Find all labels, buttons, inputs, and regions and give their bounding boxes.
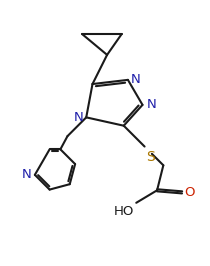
Text: N: N (146, 98, 156, 111)
Text: S: S (146, 150, 154, 164)
Text: O: O (185, 186, 195, 199)
Text: N: N (131, 73, 141, 86)
Text: N: N (21, 168, 31, 181)
Text: HO: HO (114, 205, 134, 218)
Text: N: N (73, 111, 83, 124)
